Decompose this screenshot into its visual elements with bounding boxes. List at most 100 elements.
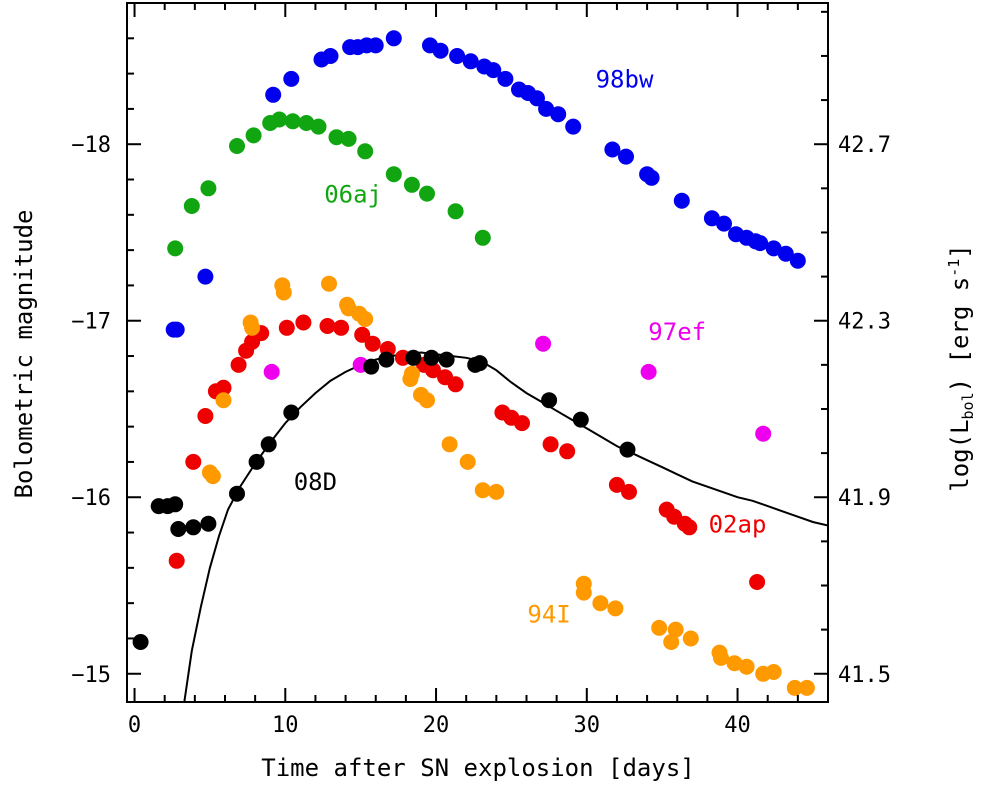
y-axis-label-left: Bolometric magnitude — [10, 210, 38, 499]
data-point — [755, 425, 772, 442]
data-point — [667, 621, 684, 638]
data-point — [738, 658, 755, 675]
data-point — [474, 482, 491, 499]
x-tick-label: 40 — [724, 713, 751, 738]
data-point — [354, 326, 371, 343]
data-point — [462, 53, 479, 70]
data-point — [749, 574, 766, 590]
data-point — [535, 335, 552, 352]
y-tick-label-right: 42.3 — [838, 310, 891, 335]
series-label-98bw: 98bw — [596, 66, 654, 94]
data-point — [663, 634, 680, 650]
data-point — [529, 90, 545, 107]
y-tick-label-right: 42.7 — [838, 133, 891, 158]
data-point — [364, 335, 381, 352]
series-94I — [201, 275, 815, 696]
data-point — [278, 319, 295, 336]
data-point — [167, 496, 184, 513]
y-right-label-main: log(L — [946, 419, 974, 491]
series-06aj — [167, 111, 491, 257]
data-point — [168, 552, 185, 569]
data-point — [798, 679, 815, 696]
series-label-97ef: 97ef — [648, 318, 706, 346]
data-point — [419, 185, 435, 202]
data-point — [474, 229, 491, 246]
data-point — [447, 203, 464, 220]
data-point — [197, 268, 214, 285]
data-point — [765, 240, 782, 257]
data-point — [260, 436, 277, 453]
model-curve — [183, 351, 828, 702]
data-point — [485, 62, 502, 79]
y-right-label-sup: -1 — [945, 259, 963, 277]
data-point — [604, 141, 621, 158]
data-point — [403, 365, 420, 382]
data-point — [711, 644, 728, 661]
y-right-label-sub: bol — [959, 392, 977, 419]
data-point — [200, 180, 217, 197]
data-point — [559, 443, 576, 460]
data-point — [403, 176, 420, 193]
data-point — [619, 441, 636, 458]
data-point — [765, 664, 782, 680]
data-point — [197, 408, 214, 424]
series-label-08D: 08D — [294, 468, 337, 496]
data-point — [185, 519, 202, 536]
data-point — [333, 319, 350, 336]
series-08D — [132, 349, 636, 650]
data-point — [165, 321, 182, 338]
data-point — [183, 198, 200, 214]
data-point — [441, 436, 458, 453]
data-point — [295, 314, 312, 331]
y-tick-label-left: −16 — [71, 486, 111, 511]
data-point — [423, 349, 440, 366]
data-point — [167, 240, 184, 257]
ticks-layer: 0 10 20 30 40 −15 −16 −17 −18 41.5 41.9 42.3 42.7 — [71, 2, 891, 738]
data-point — [271, 111, 288, 128]
data-point — [200, 515, 217, 532]
data-point — [248, 453, 265, 470]
data-point — [419, 392, 435, 409]
data-points-layer — [132, 30, 815, 696]
data-point — [449, 48, 466, 64]
data-point — [201, 464, 218, 481]
data-point — [541, 392, 558, 409]
data-point — [438, 351, 455, 368]
data-point — [682, 630, 699, 647]
data-point — [245, 127, 262, 144]
series-label-02ap: 02ap — [709, 511, 767, 539]
y-right-label-tail: ) [erg s — [946, 277, 974, 393]
data-point — [284, 113, 301, 130]
data-point — [283, 70, 300, 87]
data-point — [651, 619, 668, 636]
data-point — [716, 215, 732, 232]
data-point — [621, 483, 637, 500]
data-point — [275, 284, 292, 301]
plot-frame — [126, 2, 829, 703]
data-point — [319, 318, 336, 334]
data-point — [565, 118, 582, 135]
data-point — [607, 600, 624, 617]
series-labels-layer: 98bw 06aj 97ef 08D 02ap 94I — [294, 66, 767, 629]
data-point — [643, 169, 660, 186]
data-point — [681, 519, 698, 536]
data-point — [726, 655, 743, 672]
data-point — [357, 143, 374, 160]
data-point — [575, 584, 592, 601]
data-point — [447, 376, 464, 393]
data-point — [265, 86, 282, 103]
data-point — [363, 358, 380, 375]
series-label-94I: 94I — [527, 601, 570, 629]
x-tick-label: 20 — [423, 713, 450, 738]
y-tick-label-left: −18 — [71, 133, 111, 158]
data-point — [185, 453, 202, 470]
data-point — [459, 453, 476, 470]
x-tick-label: 30 — [574, 713, 601, 738]
data-point — [229, 138, 245, 154]
data-point — [229, 485, 245, 502]
data-point — [425, 362, 441, 379]
data-point — [242, 314, 259, 331]
data-point — [298, 115, 315, 131]
